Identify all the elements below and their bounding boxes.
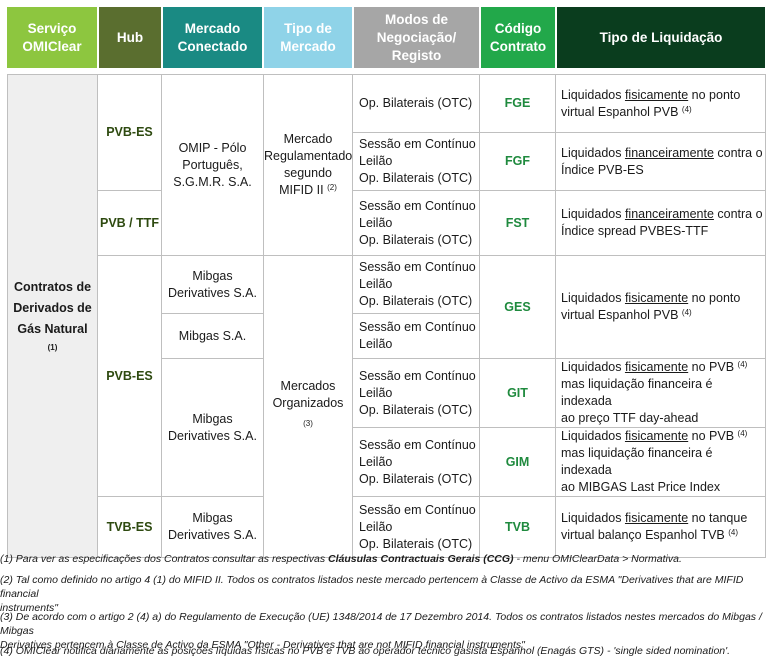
mercado-mibgas-derivatives: Mibgas Derivatives S.A. bbox=[161, 358, 264, 497]
liquidacao-cell: Liquidados financeiramente contra o Índi… bbox=[555, 132, 766, 191]
liquidacao-cell: Liquidados fisicamente no ponto virtual … bbox=[555, 255, 766, 359]
footnote-2: (2) Tal como definido no artigo 4 (1) do… bbox=[0, 574, 744, 614]
liquidacao-cell: Liquidados fisicamente no tanque virtual… bbox=[555, 496, 766, 558]
modos-cell: Sessão em Contínuo Leilão Op. Bilaterais (… bbox=[352, 496, 480, 558]
footnote-1: (1) Para ver as especificações dos Contr… bbox=[0, 553, 682, 565]
code-gim: GIM bbox=[479, 427, 556, 497]
hub-pvb-ttf: PVB / TTF bbox=[97, 190, 162, 256]
header-servico: Serviço OMIClear bbox=[7, 7, 97, 68]
modos-cell: Sessão em Contínuo Leilão Op. Bilaterais (… bbox=[352, 255, 480, 314]
contracts-table: Contratos de Derivados de Gás Natural (1… bbox=[7, 74, 766, 558]
hub-pvb-es-2: PVB-ES bbox=[97, 255, 162, 497]
servico-cell: Contratos de Derivados de Gás Natural (1… bbox=[7, 74, 98, 558]
code-git: GIT bbox=[479, 358, 556, 428]
modos-cell: Op. Bilaterais (OTC) bbox=[352, 74, 480, 133]
liquidacao-cell: Liquidados fisicamente no PVB (4) mas li… bbox=[555, 427, 766, 497]
code-fgf: FGF bbox=[479, 132, 556, 191]
header-modos: Modos de Negociação/Registo bbox=[354, 7, 479, 68]
hub-tvb-es: TVB-ES bbox=[97, 496, 162, 558]
mercado-mibgas: Mibgas S.A. bbox=[161, 313, 264, 359]
code-fst: FST bbox=[479, 190, 556, 256]
header-hub: Hub bbox=[99, 7, 161, 68]
code-fge: FGE bbox=[479, 74, 556, 133]
hub-pvb-es-1: PVB-ES bbox=[97, 74, 162, 191]
header-mercado: Mercado Conectado bbox=[163, 7, 262, 68]
modos-cell: Sessão em Contínuo Leilão Op. Bilaterais (… bbox=[352, 358, 480, 428]
footnote-3: (3) De acordo com o artigo 2 (4) a) do R… bbox=[0, 611, 762, 651]
modos-cell: Sessão em Contínuo Leilão Op. Bilaterais (… bbox=[352, 190, 480, 256]
tipo-regulamentado: Mercado Regulamentado segundo MIFID II (… bbox=[263, 74, 353, 256]
header-tipo: Tipo de Mercado bbox=[264, 7, 352, 68]
modos-cell: Sessão em Contínuo Leilão bbox=[352, 313, 480, 359]
mercado-mibgas-derivatives: Mibgas Derivatives S.A. bbox=[161, 496, 264, 558]
tipo-organizados: Mercados Organizados (3) bbox=[263, 255, 353, 558]
code-tvb: TVB bbox=[479, 496, 556, 558]
liquidacao-cell: Liquidados financeiramente contra o Índi… bbox=[555, 190, 766, 256]
code-ges: GES bbox=[479, 255, 556, 359]
header-liquidacao: Tipo de Liquidação bbox=[557, 7, 765, 68]
modos-cell: Sessão em Contínuo Leilão Op. Bilaterais (… bbox=[352, 132, 480, 191]
header-codigo: Código Contrato bbox=[481, 7, 555, 68]
mercado-omip: OMIP - Pólo Português, S.G.M.R. S.A. bbox=[161, 74, 264, 256]
modos-cell: Sessão em Contínuo Leilão Op. Bilaterais (… bbox=[352, 427, 480, 497]
footnote-4: (4) OMIClear notifica diariamente as pos… bbox=[0, 645, 731, 657]
liquidacao-cell: Liquidados fisicamente no PVB (4) mas li… bbox=[555, 358, 766, 428]
mercado-mibgas-derivatives: Mibgas Derivatives S.A. bbox=[161, 255, 264, 314]
liquidacao-cell: Liquidados fisicamente no ponto virtual … bbox=[555, 74, 766, 133]
